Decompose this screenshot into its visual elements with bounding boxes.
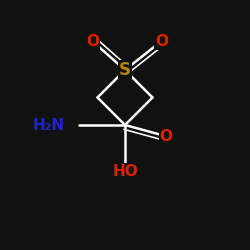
Text: O: O [86,34,99,49]
Text: H₂N: H₂N [33,118,65,132]
Text: S: S [119,61,131,79]
Text: O: O [160,129,173,144]
Text: HO: HO [112,164,138,179]
Text: O: O [155,34,168,49]
